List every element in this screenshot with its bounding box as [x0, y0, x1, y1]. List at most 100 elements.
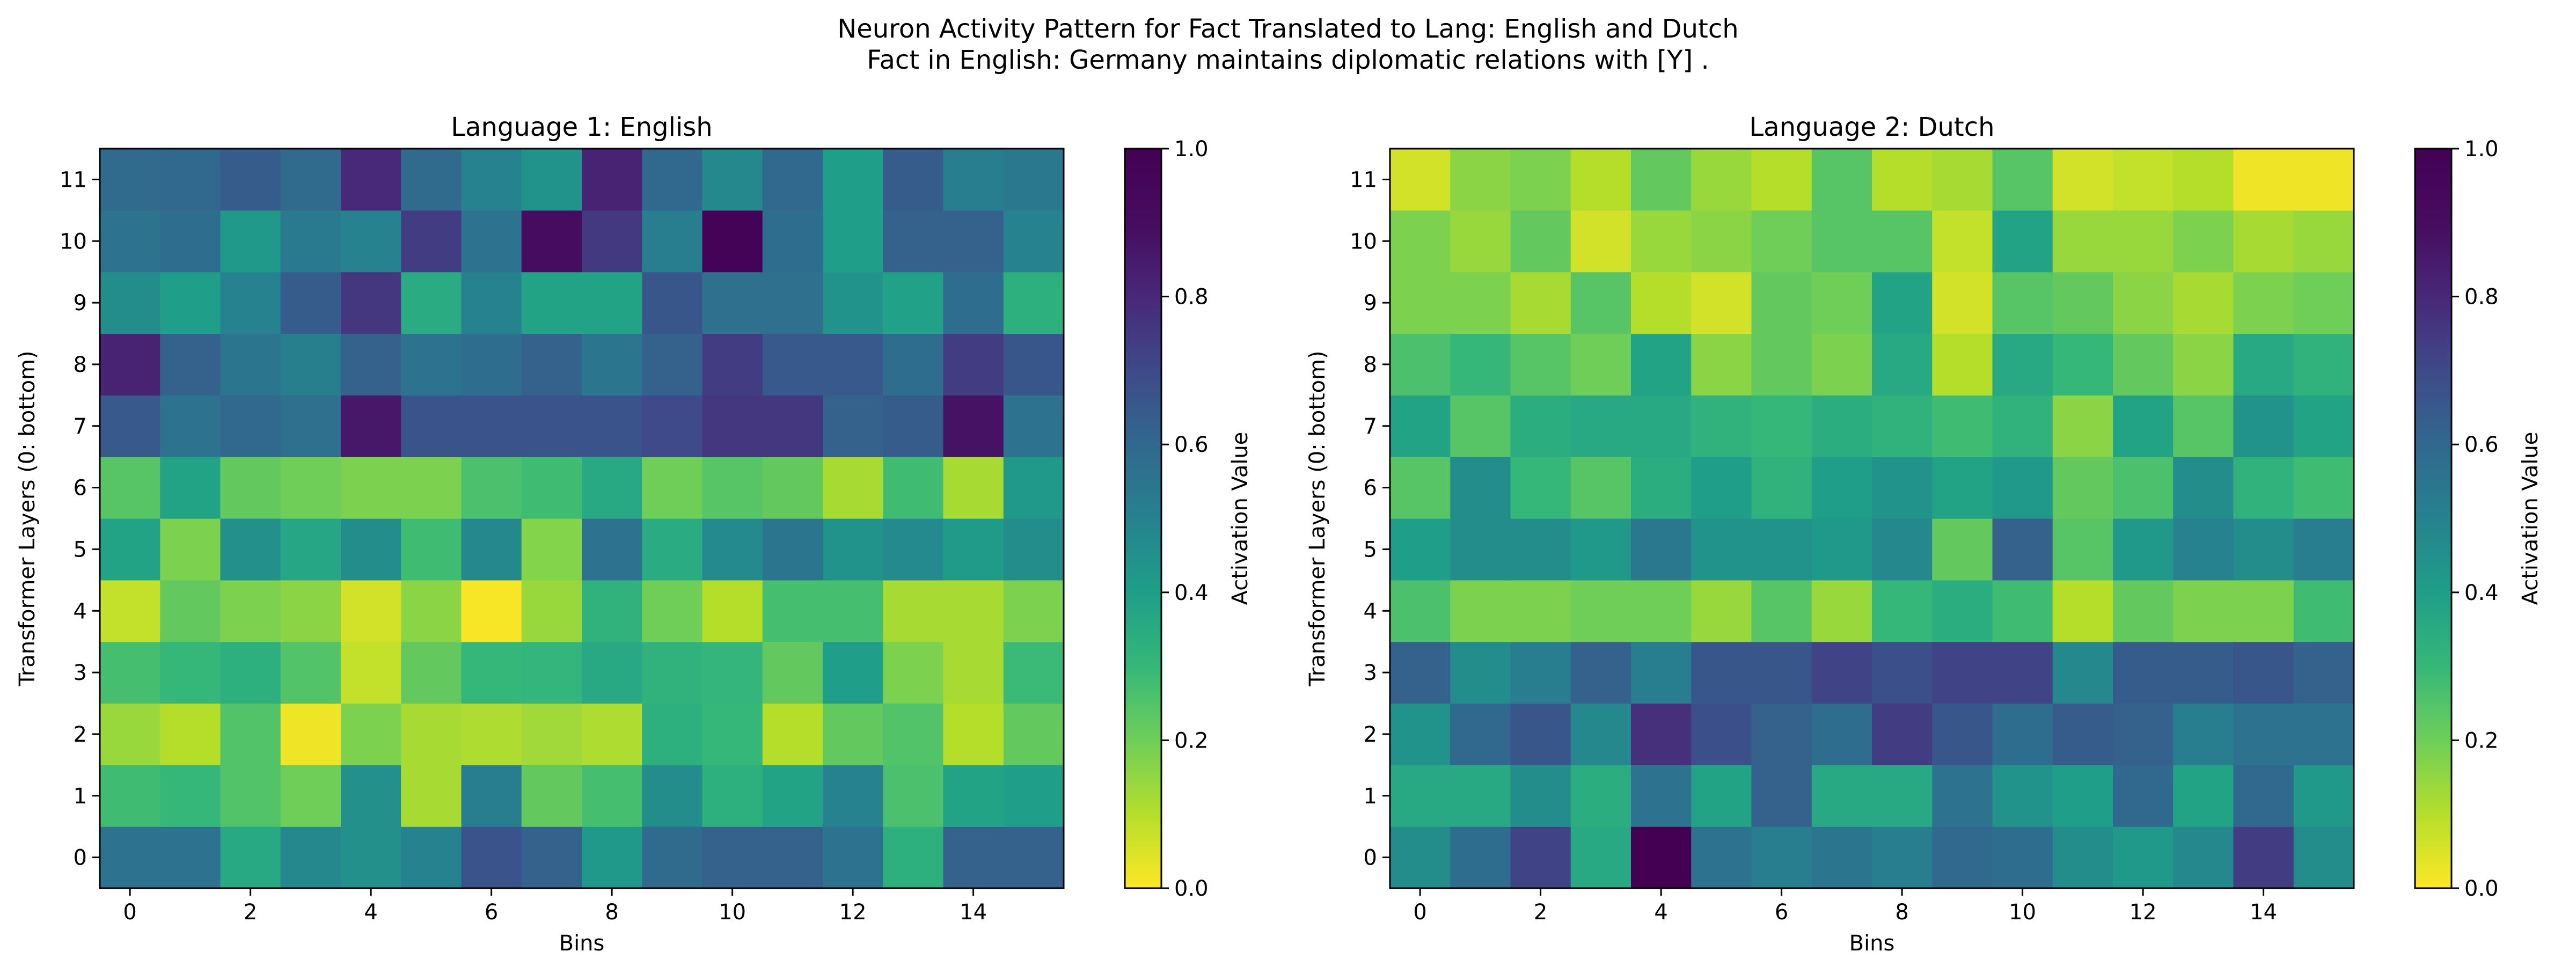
heatmap-cell: [1811, 826, 1872, 889]
heatmap-cell: [160, 703, 221, 765]
heatmap-cell: [702, 272, 763, 334]
y-tick-label: 1: [74, 784, 87, 809]
heatmap-cell: [1691, 641, 1752, 704]
heatmap-cell: [1570, 210, 1631, 273]
heatmap-cell: [401, 641, 462, 704]
heatmap-cell: [1932, 210, 1993, 273]
heatmap-cell: [2233, 703, 2294, 765]
x-tick-label: 10: [719, 900, 746, 925]
heatmap-cell: [1450, 149, 1511, 211]
heatmap-cell: [220, 333, 281, 396]
heatmap-cell: [2293, 272, 2354, 334]
heatmap-cell: [943, 703, 1004, 765]
heatmap-cell: [642, 641, 703, 704]
heatmap-cell: [1811, 580, 1872, 642]
heatmap-cell: [1510, 333, 1571, 396]
heatmap-cell: [2173, 703, 2234, 765]
heatmap-cell: [702, 149, 763, 211]
heatmap-cell: [823, 580, 883, 642]
heatmap-cell: [883, 149, 944, 211]
heatmap-cell: [1510, 826, 1571, 889]
heatmap-cell: [1751, 395, 1812, 457]
heatmap-cell: [461, 826, 522, 889]
heatmap-cell: [1390, 580, 1451, 642]
heatmap-cell: [2293, 395, 2354, 457]
heatmap-cell: [702, 580, 763, 642]
heatmap-cell: [1872, 765, 1933, 827]
heatmap-cell: [762, 395, 823, 457]
heatmap-cell: [220, 703, 281, 765]
heatmap-cell: [160, 826, 221, 889]
heatmap-cell: [1390, 457, 1451, 519]
heatmap-cell: [943, 149, 1004, 211]
heatmap-cell: [2113, 703, 2174, 765]
heatmap-cell: [280, 641, 341, 704]
heatmap-cell: [1751, 333, 1812, 396]
heatmap-cell: [2052, 457, 2113, 519]
heatmap-cell: [883, 518, 944, 581]
heatmap-cell: [2173, 641, 2234, 704]
heatmap-cell: [461, 149, 522, 211]
heatmap-cell: [1751, 457, 1812, 519]
heatmap-cell: [1992, 641, 2053, 704]
heatmap-cell: [1510, 765, 1571, 827]
heatmap-cell: [943, 210, 1004, 273]
heatmap-cell: [100, 457, 160, 519]
heatmap-cell: [642, 580, 703, 642]
heatmap-cell: [823, 272, 883, 334]
heatmap-cell: [582, 826, 642, 889]
colorbar: 0.0 0.2 0.4 0.6 0.8 1.0 Activation Value: [2414, 137, 2543, 901]
heatmap-cell: [762, 641, 823, 704]
heatmap-cell: [1390, 765, 1451, 827]
heatmap-cell: [341, 580, 401, 642]
heatmap-cell: [160, 149, 221, 211]
y-tick-label: 0: [74, 846, 87, 870]
heatmap-cell: [1751, 641, 1812, 704]
heatmap-cell: [1510, 457, 1571, 519]
heatmap-cell: [762, 149, 823, 211]
heatmap-cell: [1570, 518, 1631, 581]
heatmap-cell: [100, 765, 160, 827]
heatmap-cell: [100, 641, 160, 704]
heatmap-cell: [2052, 518, 2113, 581]
heatmap-cell: [2173, 826, 2234, 889]
heatmap-cell: [1691, 210, 1752, 273]
heatmap-cell: [1510, 580, 1571, 642]
heatmap-cell: [1631, 826, 1692, 889]
heatmap-cell: [2113, 518, 2174, 581]
heatmap-cell: [702, 703, 763, 765]
x-tick-label: 4: [364, 900, 377, 925]
heatmap-cell: [401, 395, 462, 457]
x-tick-label: 12: [2129, 900, 2157, 925]
heatmap-cell: [1570, 333, 1631, 396]
heatmap-cell: [582, 149, 642, 211]
heatmap-cell: [1570, 765, 1631, 827]
heatmap-cell: [1811, 210, 1872, 273]
heatmap-cell: [702, 518, 763, 581]
heatmap-cell: [1872, 518, 1933, 581]
heatmap-cell: [1510, 641, 1571, 704]
heatmap-cell: [1932, 395, 1993, 457]
heatmap-cell: [762, 765, 823, 827]
heatmap-cell: [280, 457, 341, 519]
heatmap-cell: [461, 210, 522, 273]
heatmap-cell: [702, 765, 763, 827]
heatmap-cell: [1570, 641, 1631, 704]
heatmap-cell: [1003, 518, 1064, 581]
heatmap-cell: [1992, 149, 2053, 211]
heatmap-cells: [1390, 149, 2354, 889]
y-tick-label: 3: [1364, 661, 1377, 685]
heatmap-cell: [1811, 395, 1872, 457]
heatmap-cell: [1872, 395, 1933, 457]
heatmap-cell: [1932, 518, 1993, 581]
heatmap-cell: [702, 210, 763, 273]
heatmap-cell: [582, 272, 642, 334]
heatmap-cell: [280, 210, 341, 273]
heatmap-cell: [582, 395, 642, 457]
heatmap-cell: [1390, 641, 1451, 704]
colorbar-tick-label: 0.8: [1174, 285, 1209, 310]
heatmap-cell: [220, 457, 281, 519]
heatmap-cell: [582, 333, 642, 396]
y-tick-label: 3: [74, 661, 87, 685]
